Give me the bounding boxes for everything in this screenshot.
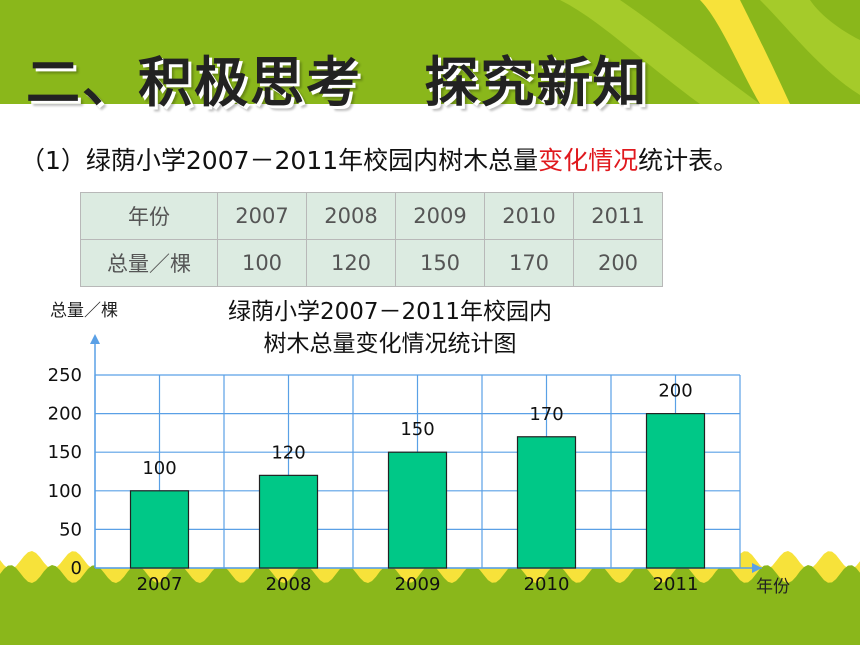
table-cell-value: 100 (217, 239, 307, 287)
y-axis-arrow (90, 334, 100, 344)
bar-value-label: 100 (142, 458, 176, 479)
bar (129, 490, 190, 569)
table-caption: （1）绿荫小学2007－2011年校园内树木总量变化情况统计表。 (20, 141, 738, 177)
bar-value-label: 120 (271, 442, 305, 463)
table-cell-year: 2010 (484, 192, 574, 240)
x-tick-label: 2009 (395, 574, 441, 595)
y-tick-label: 150 (48, 442, 82, 463)
y-axis-label: 总量／棵 (50, 301, 118, 321)
table-cell-value: 150 (395, 239, 485, 287)
caption-highlight: 变化情况 (538, 146, 639, 175)
table-cell-value: 170 (484, 239, 574, 287)
y-tick-label: 50 (59, 519, 82, 540)
x-tick-label: 2010 (524, 574, 570, 595)
bar-value-label: 170 (529, 404, 563, 425)
x-tick-label: 2008 (266, 574, 312, 595)
x-axis-label: 年份 (756, 577, 790, 597)
y-tick-label: 250 (48, 365, 82, 386)
table-header-year: 年份 (80, 192, 218, 240)
banner-swoosh (560, 0, 760, 104)
caption-suffix: 统计表。 (638, 146, 739, 175)
x-tick-label: 2007 (137, 574, 183, 595)
table-cell-year: 2007 (217, 192, 307, 240)
y-tick-label: 100 (48, 481, 82, 502)
bar (387, 451, 448, 569)
data-table: 年份 2007 2008 2009 2010 2011 总量／棵 100 120… (80, 192, 663, 287)
table-cell-year: 2009 (395, 192, 485, 240)
x-tick-label: 2011 (653, 574, 699, 595)
footer-wave-green (0, 565, 860, 645)
bar (645, 413, 706, 569)
table-row-values: 总量／棵 100 120 150 170 200 (80, 239, 663, 287)
table-cell-value: 200 (573, 239, 663, 287)
y-tick-label: 0 (71, 558, 82, 579)
table-row-years: 年份 2007 2008 2009 2010 2011 (80, 192, 663, 240)
bar-value-label: 200 (658, 381, 692, 402)
y-tick-label: 200 (48, 404, 82, 425)
caption-prefix: （1）绿荫小学2007－2011年校园内树木总量 (20, 146, 539, 175)
bar-value-label: 150 (400, 419, 434, 440)
table-header-total: 总量／棵 (80, 239, 218, 287)
chart-title: 绿荫小学2007－2011年校园内 树木总量变化情况统计图 (180, 296, 600, 360)
table-cell-value: 120 (306, 239, 396, 287)
page-title: 二、积极思考 探究新知 (26, 51, 649, 114)
table-cell-year: 2008 (306, 192, 396, 240)
banner-swoosh-right (760, 0, 860, 95)
chart-title-line1: 绿荫小学2007－2011年校园内 (227, 299, 553, 325)
banner-swoosh-yellow (700, 0, 790, 104)
bar (258, 474, 319, 569)
bar (516, 436, 577, 569)
x-axis-arrow (752, 563, 762, 573)
chart-title-line2: 树木总量变化情况统计图 (263, 331, 517, 357)
